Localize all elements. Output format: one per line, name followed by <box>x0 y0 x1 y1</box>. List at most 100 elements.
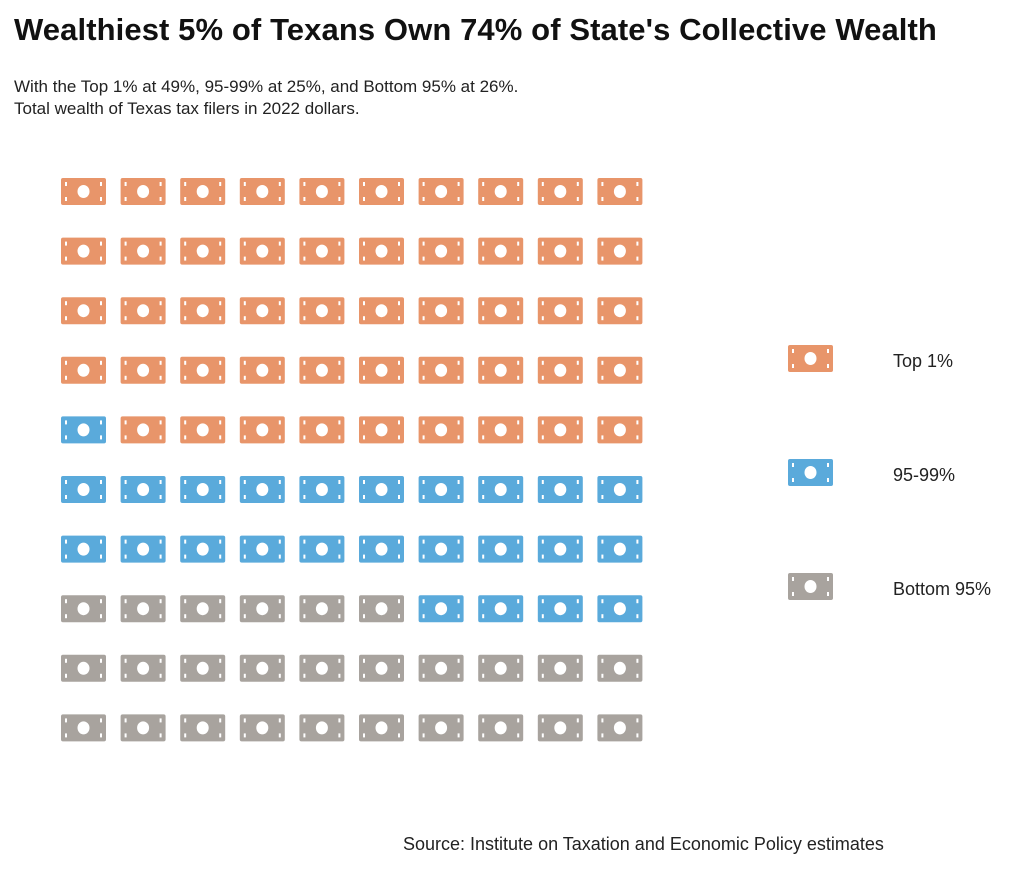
waffle-cell-top-1 <box>597 416 643 444</box>
waffle-cell-bottom-95 <box>597 654 643 682</box>
waffle-cell-top-1 <box>359 297 404 325</box>
waffle-cell-bottom-95 <box>418 714 464 742</box>
waffle-cell-bottom-95 <box>299 595 345 623</box>
waffle-cell-top-1 <box>597 237 643 265</box>
waffle-cell-top-1 <box>61 356 106 384</box>
waffle-cell-top-1 <box>120 356 166 384</box>
waffle-cell-95-99 <box>299 476 345 503</box>
waffle-cell-top-1 <box>299 416 345 444</box>
waffle-cell-top-1 <box>299 356 345 384</box>
waffle-cell-top-1 <box>120 416 166 444</box>
waffle-cell-95-99 <box>239 535 285 563</box>
waffle-cell-95-99 <box>478 595 524 623</box>
waffle-cell-95-99 <box>180 476 226 503</box>
waffle-cell-top-1 <box>239 178 285 205</box>
waffle-cell-top-1 <box>359 178 404 205</box>
waffle-cell-top-1 <box>418 178 464 205</box>
waffle-cell-95-99 <box>239 476 285 503</box>
waffle-cell-top-1 <box>61 237 106 265</box>
legend-swatch-top-1 <box>788 345 833 372</box>
waffle-cell-top-1 <box>418 416 464 444</box>
waffle-cell-bottom-95 <box>61 595 106 623</box>
waffle-cell-top-1 <box>61 297 106 325</box>
waffle-cell-top-1 <box>478 356 524 384</box>
subtitle-line-2: Total wealth of Texas tax filers in 2022… <box>14 99 360 118</box>
waffle-cell-top-1 <box>537 416 583 444</box>
waffle-cell-bottom-95 <box>120 595 166 623</box>
legend-swatch-95-99 <box>788 459 833 486</box>
waffle-cell-top-1 <box>597 178 643 205</box>
waffle-cell-top-1 <box>180 356 226 384</box>
waffle-cell-95-99 <box>537 595 583 623</box>
waffle-cell-top-1 <box>478 178 524 205</box>
waffle-cell-95-99 <box>537 476 583 503</box>
waffle-cell-top-1 <box>597 297 643 325</box>
waffle-cell-top-1 <box>418 237 464 265</box>
chart-subtitle: With the Top 1% at 49%, 95-99% at 25%, a… <box>14 76 518 120</box>
waffle-cell-top-1 <box>359 416 404 444</box>
waffle-cell-top-1 <box>180 416 226 444</box>
waffle-cell-bottom-95 <box>299 654 345 682</box>
waffle-cell-top-1 <box>537 237 583 265</box>
waffle-cell-bottom-95 <box>359 595 404 623</box>
waffle-cell-95-99 <box>478 476 524 503</box>
waffle-cell-top-1 <box>359 356 404 384</box>
waffle-cell-bottom-95 <box>537 654 583 682</box>
waffle-cell-top-1 <box>180 178 226 205</box>
waffle-cell-top-1 <box>299 178 345 205</box>
waffle-cell-top-1 <box>597 356 643 384</box>
waffle-cell-top-1 <box>239 356 285 384</box>
waffle-cell-bottom-95 <box>120 714 166 742</box>
waffle-cell-bottom-95 <box>418 654 464 682</box>
waffle-cell-top-1 <box>478 297 524 325</box>
waffle-cell-bottom-95 <box>180 714 226 742</box>
waffle-cell-top-1 <box>299 237 345 265</box>
waffle-cell-top-1 <box>180 237 226 265</box>
source-note: Source: Institute on Taxation and Econom… <box>403 834 884 854</box>
waffle-cell-top-1 <box>120 297 166 325</box>
waffle-cell-bottom-95 <box>537 714 583 742</box>
waffle-cell-95-99 <box>61 416 106 444</box>
waffle-cell-top-1 <box>478 416 524 444</box>
legend-label-95-99: 95-99% <box>893 465 956 485</box>
chart-title: Wealthiest 5% of Texans Own 74% of State… <box>14 12 937 47</box>
waffle-cell-bottom-95 <box>299 714 345 742</box>
waffle-cell-95-99 <box>61 535 106 563</box>
waffle-cell-bottom-95 <box>359 654 404 682</box>
waffle-cell-95-99 <box>597 476 643 503</box>
waffle-cell-top-1 <box>180 297 226 325</box>
waffle-cell-top-1 <box>537 356 583 384</box>
waffle-cell-top-1 <box>299 297 345 325</box>
waffle-cell-bottom-95 <box>120 654 166 682</box>
waffle-cell-top-1 <box>418 356 464 384</box>
waffle-cell-95-99 <box>537 535 583 563</box>
waffle-cell-bottom-95 <box>478 714 524 742</box>
legend-label-bottom-95: Bottom 95% <box>893 579 992 599</box>
waffle-cell-95-99 <box>359 476 404 503</box>
waffle-cell-bottom-95 <box>478 654 524 682</box>
waffle-cell-top-1 <box>537 297 583 325</box>
waffle-cell-95-99 <box>418 535 464 563</box>
waffle-cell-bottom-95 <box>597 714 643 742</box>
waffle-cell-bottom-95 <box>180 654 226 682</box>
waffle-cell-bottom-95 <box>61 714 106 742</box>
waffle-cell-bottom-95 <box>180 595 226 623</box>
legend-swatch-bottom-95 <box>788 573 833 600</box>
legend-label-top-1: Top 1% <box>893 351 954 371</box>
waffle-cell-top-1 <box>359 237 404 265</box>
waffle-cell-bottom-95 <box>359 714 404 742</box>
waffle-cell-95-99 <box>61 476 106 503</box>
waffle-cell-95-99 <box>359 535 404 563</box>
waffle-cell-top-1 <box>537 178 583 205</box>
waffle-cell-bottom-95 <box>239 595 285 623</box>
waffle-cell-95-99 <box>597 595 643 623</box>
waffle-cell-top-1 <box>418 297 464 325</box>
waffle-cell-top-1 <box>61 178 106 205</box>
waffle-cell-95-99 <box>120 535 166 563</box>
waffle-cell-top-1 <box>120 178 166 205</box>
waffle-cell-95-99 <box>418 476 464 503</box>
subtitle-line-1: With the Top 1% at 49%, 95-99% at 25%, a… <box>14 77 519 96</box>
waffle-cell-top-1 <box>239 416 285 444</box>
waffle-cell-95-99 <box>180 535 226 563</box>
